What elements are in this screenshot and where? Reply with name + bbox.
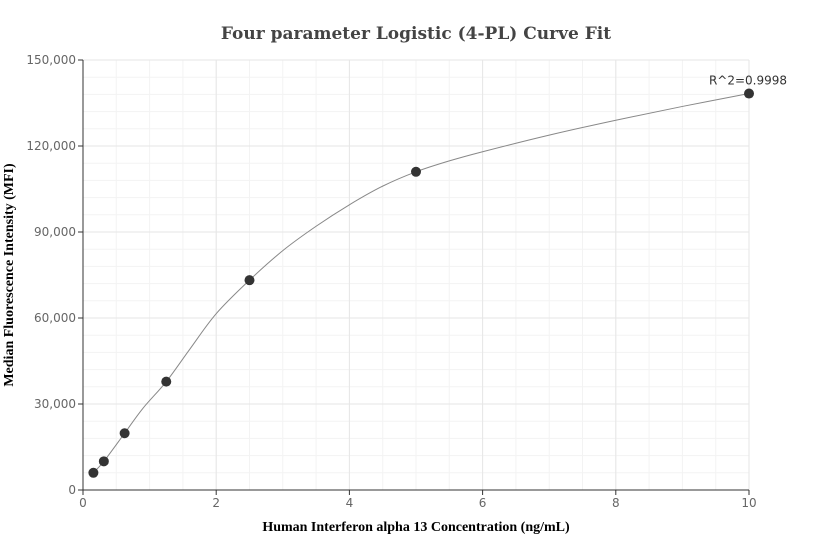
chart-title: Four parameter Logistic (4-PL) Curve Fit (221, 24, 611, 44)
tick-labels: 0 2 4 6 8 10 0 30,000 60,000 90,000 120,000 150,000 (26, 53, 756, 510)
minor-gridlines (82, 59, 750, 491)
y-tick-label: 120,000 (26, 139, 76, 153)
x-tick-label: 4 (346, 496, 354, 510)
data-points (88, 88, 754, 478)
data-point (98, 456, 109, 467)
y-tick-label: 0 (68, 483, 76, 497)
x-axis-label: Human Interferon alpha 13 Concentration … (262, 520, 570, 535)
x-tick-label: 2 (212, 496, 220, 510)
y-axis-label: Median Fluorescence Intensity (MFI) (2, 163, 17, 387)
x-tick-label: 6 (479, 496, 487, 510)
data-point (744, 88, 754, 99)
y-tick-label: 90,000 (34, 225, 76, 239)
x-tick-label: 0 (79, 496, 87, 510)
axes (78, 59, 750, 495)
data-point (244, 275, 255, 286)
y-tick-label: 30,000 (34, 397, 76, 411)
data-point (88, 467, 99, 478)
y-tick-label: 150,000 (26, 53, 76, 67)
y-tick-label: 60,000 (34, 311, 76, 325)
data-point (119, 428, 130, 439)
x-tick-label: 8 (612, 496, 620, 510)
x-tick-label: 10 (741, 496, 756, 510)
r-squared-annotation: R^2=0.9998 (709, 74, 787, 88)
data-point (161, 376, 172, 387)
fit-curve (93, 93, 750, 474)
data-point (411, 166, 421, 177)
